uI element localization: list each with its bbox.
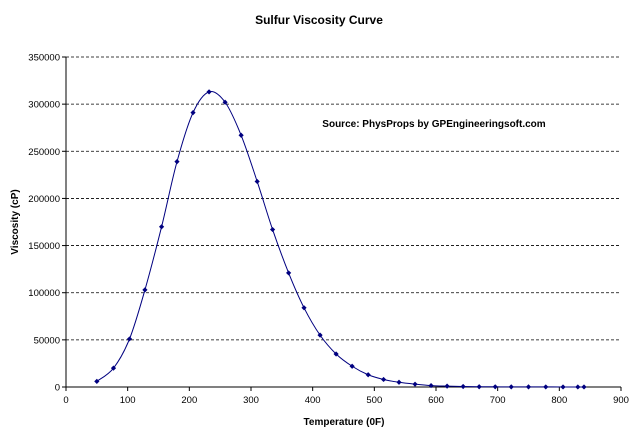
- data-point: [543, 384, 549, 390]
- data-point: [317, 332, 323, 338]
- chart-title: Sulfur Viscosity Curve: [255, 13, 383, 27]
- ticks: 0 50000 100000 150000 200000 250000 300000 3500…: [28, 53, 629, 407]
- data-point: [476, 384, 482, 390]
- data-point: [110, 365, 117, 371]
- y-tick-label: 50000: [34, 335, 60, 346]
- x-tick-label: 500: [366, 395, 382, 406]
- y-tick-label: 100000: [28, 288, 60, 299]
- data-point: [190, 110, 196, 116]
- data-point: [380, 376, 387, 383]
- x-tick-label: 600: [428, 395, 444, 406]
- data-point: [525, 384, 532, 390]
- data-point: [581, 384, 587, 390]
- y-axis-label: Viscosity (cP): [10, 189, 21, 254]
- y-tick-label: 0: [55, 383, 60, 394]
- data-point: [174, 159, 180, 165]
- data-point: [254, 178, 260, 185]
- data-point: [333, 351, 339, 357]
- data-point: [269, 226, 276, 233]
- data-point: [349, 363, 355, 369]
- data-point: [206, 89, 212, 95]
- data-point: [301, 305, 307, 311]
- data-point: [142, 287, 148, 293]
- x-tick-label: 200: [181, 395, 197, 406]
- data-point: [365, 372, 371, 378]
- series-line: [96, 91, 585, 388]
- data-point: [158, 224, 165, 230]
- x-tick-label: 0: [63, 395, 68, 406]
- x-tick-label: 300: [243, 395, 259, 406]
- x-axis-label: Temperature (0F): [304, 417, 385, 428]
- y-tick-label: 200000: [28, 194, 60, 205]
- series-layer: [94, 89, 587, 390]
- data-point: [560, 384, 566, 390]
- data-point: [412, 381, 418, 387]
- data-point: [238, 132, 244, 138]
- y-tick-label: 300000: [28, 100, 60, 111]
- data-point: [94, 378, 100, 384]
- data-point: [428, 382, 434, 389]
- y-tick-label: 350000: [28, 53, 60, 64]
- data-point: [492, 384, 498, 390]
- x-tick-label: 800: [551, 395, 567, 406]
- data-point: [286, 270, 292, 276]
- x-tick-label: 900: [613, 395, 629, 406]
- gridlines: [66, 56, 621, 341]
- data-point: [460, 383, 466, 390]
- data-point: [222, 99, 228, 105]
- y-tick-label: 150000: [28, 241, 60, 252]
- data-point: [396, 379, 402, 385]
- data-point: [508, 384, 514, 390]
- data-point: [126, 336, 133, 342]
- x-tick-label: 700: [490, 395, 506, 406]
- x-tick-label: 100: [120, 395, 136, 406]
- source-annotation: Source: PhysProps by GPEngineeringsoft.c…: [322, 119, 545, 130]
- axes: [65, 57, 621, 388]
- x-tick-label: 400: [305, 395, 321, 406]
- y-tick-label: 250000: [28, 147, 60, 158]
- data-point: [444, 383, 450, 389]
- data-point: [575, 384, 581, 390]
